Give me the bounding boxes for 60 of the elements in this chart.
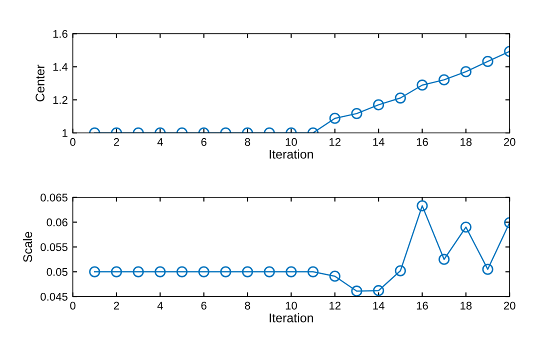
point [132,266,144,278]
point [198,266,210,278]
point [176,266,188,278]
x-tick-label: 6 [201,138,206,146]
x-tick-label: 14 [373,138,384,146]
x-tick-label: 14 [373,302,384,310]
y-tick-label: 1.6 [53,30,68,38]
x-tick-label: 0 [70,138,76,146]
x-tick-label: 16 [416,302,428,310]
x-tick-label: 2 [114,302,120,310]
y-tick-label: 1.2 [53,96,68,104]
x-tick-label: 0 [70,302,76,310]
point [416,200,428,212]
point [394,265,406,276]
x-axis-title: Iteration [270,313,313,322]
point [438,254,450,265]
point [438,74,450,86]
point [89,266,100,278]
y-axis-title: Center [36,64,44,102]
x-tick-label: 20 [504,138,516,146]
point [482,56,494,68]
x-tick-label: 10 [286,302,297,310]
point [394,92,406,104]
x-tick-label: 18 [460,302,472,310]
x-tick-label: 12 [330,302,340,310]
point [460,222,472,233]
x-tick-label: 8 [244,138,250,146]
x-tick-label: 18 [460,138,472,146]
y-tick-label: 1 [62,129,68,137]
y-tick-label: 1.4 [53,63,68,71]
y-tick-label: 0.05 [46,268,68,276]
point [373,285,384,296]
y-tick-label: 0.055 [40,243,68,252]
point [351,286,362,297]
point [373,99,384,110]
point [329,270,340,282]
y-tick-label: 0.045 [40,292,68,301]
x-tick-label: 12 [330,138,340,146]
x-tick-label: 2 [114,138,120,146]
x-axis-title: Iteration [270,150,313,159]
x-tick-label: 8 [244,302,250,310]
point [286,266,297,278]
point [154,266,166,278]
point [482,264,494,275]
x-tick-label: 4 [157,138,163,146]
y-tick-label: 0.065 [40,194,68,202]
point [307,266,319,278]
point [264,266,275,278]
point [416,80,428,91]
x-tick-label: 4 [157,302,163,310]
x-tick-label: 16 [416,138,428,146]
y-tick-label: 0.06 [46,218,68,226]
point [460,66,472,78]
x-tick-label: 20 [504,302,516,310]
point [242,266,254,278]
point [220,266,232,278]
x-tick-label: 10 [286,138,297,146]
y-axis-title: Scale [22,232,32,262]
point [110,266,122,278]
x-tick-label: 6 [201,302,206,310]
